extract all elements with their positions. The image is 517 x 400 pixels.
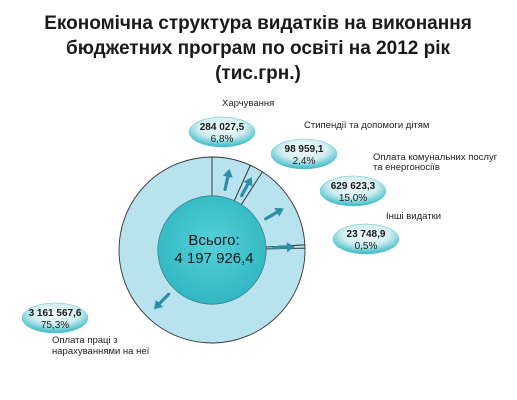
arrow-shaft-stypendii <box>240 182 250 198</box>
slice-label-harchuvannya: Харчування <box>222 98 274 109</box>
slice-percent-inshi: 0,5% <box>355 241 378 252</box>
slice-label-oplata-pratsi-line-1: Оплата праці з <box>52 335 118 346</box>
value-bubble-harchuvannya <box>188 116 256 148</box>
arrows-group <box>153 168 295 310</box>
annotation-harchuvannya: 284 027,56,8% Харчування <box>188 98 274 148</box>
arrow-head-komunalni <box>274 207 284 217</box>
slice-label-komunalni-line-2: та енергоносіїв <box>373 162 440 173</box>
value-bubble-inshi <box>332 223 400 255</box>
annotation-stypendii: 98 959,12,4% Стипендії та допомоги дітям <box>270 120 429 170</box>
slice-value-stypendii: 98 959,1 <box>285 144 324 155</box>
arrow-head-inshi <box>286 242 295 253</box>
slice-value-komunalni: 629 623,3 <box>331 181 376 192</box>
slice-label-komunalni-line-1: Оплата комунальних послуг <box>373 152 498 163</box>
chart-title-line-1: Економічна структура видатків на виконан… <box>44 13 472 34</box>
slice-percent-stypendii: 2,4% <box>293 156 316 167</box>
arrow-head-harchuvannya <box>222 168 233 178</box>
value-bubble-oplata-pratsi <box>21 302 89 334</box>
slice-value-oplata-pratsi: 3 161 567,6 <box>29 308 82 319</box>
slice-value-harchuvannya: 284 027,5 <box>200 122 245 133</box>
chart-title-line-2: бюджетних програм по освіті на 2012 рік <box>66 38 451 59</box>
arrow-head-stypendii <box>243 177 253 187</box>
chart-title-line-3: (тис.грн.) <box>215 63 301 84</box>
slice-value-inshi: 23 748,9 <box>347 229 386 240</box>
arrow-shaft-komunalni <box>264 210 279 221</box>
slice-label-inshi: Інші видатки <box>386 211 441 222</box>
arrow-shaft-oplata-pratsi <box>157 292 171 306</box>
slice-percent-oplata-pratsi: 75,3% <box>41 320 69 331</box>
slice-percent-harchuvannya: 6,8% <box>211 134 234 145</box>
value-bubble-stypendii <box>270 138 338 170</box>
slice-label-stypendii: Стипендії та допомоги дітям <box>304 120 429 131</box>
arrow-shaft-harchuvannya <box>223 175 230 191</box>
arrow-head-oplata-pratsi <box>153 300 164 310</box>
slice-label-oplata-pratsi-line-2: нарахуваннями на неї <box>52 346 150 357</box>
annotation-inshi: 23 748,90,5% Інші видатки <box>332 211 441 255</box>
center-total-disc <box>157 195 267 305</box>
annotation-komunalni: 629 623,315,0% Оплата комунальних послугт… <box>319 152 498 207</box>
annotation-oplata-pratsi: 3 161 567,675,3% Оплата праці знарахуванн… <box>21 302 150 357</box>
slice-percent-komunalni: 15,0% <box>339 193 367 204</box>
center-total-label: Всього: <box>188 232 239 249</box>
value-bubble-komunalni <box>319 175 387 207</box>
center-total-value: 4 197 926,4 <box>174 250 253 267</box>
slice-annotations: 284 027,56,8% Харчування 98 959,12,4% Стипе… <box>21 98 498 357</box>
